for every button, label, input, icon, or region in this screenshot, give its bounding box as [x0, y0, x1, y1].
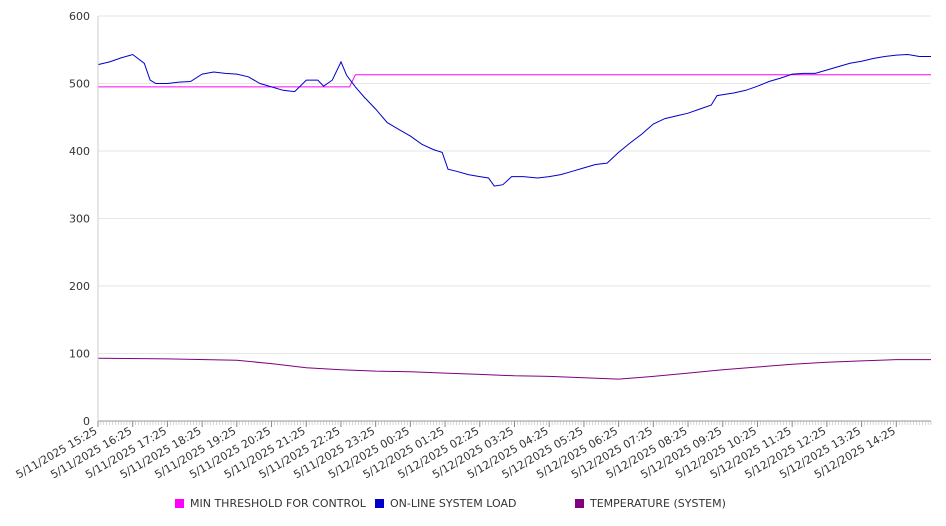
legend-item-min-threshold[interactable]: MIN THRESHOLD FOR CONTROL	[175, 497, 366, 510]
legend-item-system-load[interactable]: ON-LINE SYSTEM LOAD	[375, 497, 516, 510]
y-tick-label: 0	[83, 415, 90, 428]
y-tick-label: 600	[69, 10, 90, 23]
legend: MIN THRESHOLD FOR CONTROL ON-LINE SYSTEM…	[0, 497, 946, 517]
y-tick-label: 100	[69, 348, 90, 361]
series-line-system-load	[97, 53, 931, 187]
legend-swatch-temperature	[575, 499, 584, 508]
y-tick-label: 300	[69, 213, 90, 226]
y-tick-label: 200	[69, 280, 90, 293]
legend-swatch-system-load	[375, 499, 384, 508]
x-axis-ticks: 5/11/2025 15:255/11/2025 16:255/11/2025 …	[14, 421, 932, 481]
y-axis-ticks: 0 100 200 300 400 500 600	[69, 10, 90, 428]
y-tick-label: 500	[69, 78, 90, 91]
legend-label-system-load: ON-LINE SYSTEM LOAD	[390, 497, 517, 510]
legend-swatch-min-threshold	[175, 499, 184, 508]
series-line-min-threshold	[98, 74, 931, 88]
y-tick-label: 400	[69, 145, 90, 158]
series-lines	[97, 53, 931, 380]
legend-label-min-threshold: MIN THRESHOLD FOR CONTROL	[190, 497, 366, 510]
legend-label-temperature: TEMPERATURE (SYSTEM)	[590, 497, 726, 510]
grid-lines	[98, 15, 931, 354]
legend-item-temperature[interactable]: TEMPERATURE (SYSTEM)	[575, 497, 726, 510]
series-line-temperature	[97, 357, 931, 380]
